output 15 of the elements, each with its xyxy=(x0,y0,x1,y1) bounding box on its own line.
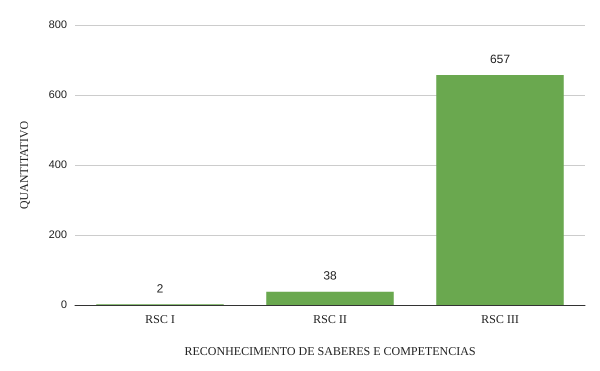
data-label: 657 xyxy=(490,52,510,66)
x-axis-title: RECONHECIMENTO DE SABERES E COMPETENCIAS xyxy=(184,344,476,358)
data-label: 2 xyxy=(156,281,164,296)
y-tick-label: 0 xyxy=(60,299,67,311)
bar xyxy=(436,75,564,305)
y-tick-label: 800 xyxy=(48,19,67,31)
x-tick-label: RSC III xyxy=(481,312,519,326)
x-tick-label: RSC I xyxy=(145,312,175,326)
data-label: 38 xyxy=(323,268,337,283)
bar xyxy=(266,292,394,305)
y-axis-title: QUANTITATIVO xyxy=(17,120,31,210)
y-tick-label: 400 xyxy=(48,159,67,171)
x-tick-label: RSC II xyxy=(313,312,347,326)
y-tick-label: 600 xyxy=(48,89,67,101)
y-tick-label: 200 xyxy=(48,229,67,241)
